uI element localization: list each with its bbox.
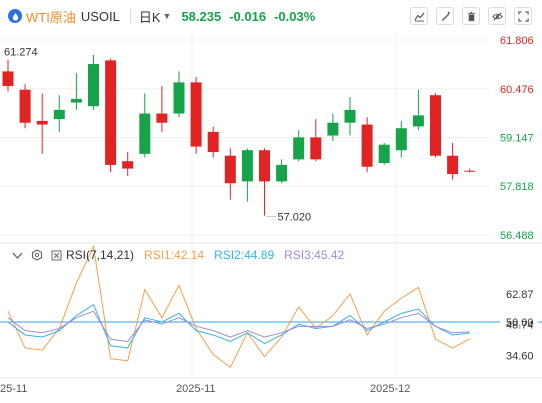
rsi-legend: RSI(7,14,21) RSI1:42.14 RSI2:44.89 RSI3:…	[12, 247, 344, 263]
candle-body[interactable]	[241, 150, 253, 182]
symbol-name[interactable]: WTI原油	[26, 9, 76, 25]
header-divider	[129, 9, 131, 23]
rsi-series-line	[7, 244, 470, 369]
period-selector[interactable]: 日K	[138, 9, 161, 25]
candle-body[interactable]	[276, 164, 288, 182]
candle-body[interactable]	[395, 128, 407, 151]
rsi-tick-label: 62.87	[506, 289, 534, 301]
symbol-code: USOIL	[80, 8, 120, 24]
price-tick-label: 61.806	[500, 35, 534, 47]
draw-line-icon[interactable]	[410, 7, 428, 25]
fullscreen-icon[interactable]	[514, 7, 532, 25]
price-change-pct: -0.03%	[274, 8, 316, 24]
candle-body[interactable]	[88, 64, 99, 107]
oil-drop-icon	[8, 9, 22, 23]
settings-icon[interactable]	[31, 249, 43, 261]
chevron-down-icon[interactable]: ▼	[162, 11, 172, 21]
candle-body[interactable]	[464, 170, 476, 172]
time-tick-label: 2025-12	[370, 383, 410, 395]
last-price: 58.235	[181, 8, 222, 24]
candle-body[interactable]	[207, 131, 219, 153]
rsi-series-line	[7, 303, 470, 349]
candle-body[interactable]	[156, 113, 168, 123]
rsi1-value: RSI1:42.14	[144, 248, 205, 262]
close-icon[interactable]	[51, 250, 62, 261]
candle-body[interactable]	[327, 122, 339, 136]
candle-body[interactable]	[378, 144, 390, 164]
chart-header: WTI原油 USOIL 日K ▼ 58.235 -0.016 -0.03%	[0, 0, 542, 32]
candle-body[interactable]	[105, 60, 117, 165]
price-tick-label: 56.488	[500, 230, 534, 242]
rsi-tick-label: 48.74	[506, 320, 534, 332]
candle-body[interactable]	[173, 82, 185, 114]
candle-body[interactable]	[190, 82, 202, 147]
candle-body[interactable]	[412, 115, 424, 127]
rsi2-value: RSI2:44.89	[214, 248, 275, 262]
time-tick-label: 2025-11	[176, 383, 216, 395]
candle-body[interactable]	[36, 120, 48, 125]
candle-body[interactable]	[53, 109, 65, 120]
candle-body[interactable]	[224, 155, 236, 184]
low-annotation: 57.020	[278, 211, 312, 223]
rsi-series-line	[7, 310, 470, 342]
candle-body[interactable]	[259, 150, 270, 182]
candle-body[interactable]	[70, 98, 82, 103]
candle-body[interactable]	[447, 155, 459, 175]
candle-body[interactable]	[2, 71, 14, 87]
trash-icon[interactable]	[462, 7, 480, 25]
collapse-icon[interactable]	[12, 250, 23, 261]
candle-body[interactable]	[293, 137, 305, 160]
price-tick-label: 57.818	[500, 181, 534, 193]
candle-body[interactable]	[122, 161, 134, 169]
high-annotation: 61.274	[4, 47, 38, 59]
candle-body[interactable]	[139, 113, 151, 154]
brush-icon[interactable]	[436, 7, 454, 25]
rsi-title: RSI(7,14,21)	[66, 248, 135, 262]
eye-off-icon[interactable]	[488, 7, 506, 25]
rsi-ref-tag	[500, 315, 538, 328]
price-tick-label: 59.147	[500, 133, 534, 145]
rsi3-value: RSI3:45.42	[284, 248, 345, 262]
rsi-tick-label: 34.60	[506, 350, 534, 362]
rsi-tick-label: 50.00	[506, 317, 534, 329]
candle-body[interactable]	[310, 137, 322, 160]
candle-body[interactable]	[344, 109, 356, 123]
candle-body[interactable]	[361, 124, 373, 167]
price-tick-label: 60.476	[500, 84, 534, 96]
candle-body[interactable]	[19, 89, 31, 123]
time-tick-label: 25-11	[0, 383, 27, 395]
price-change: -0.016	[229, 8, 267, 24]
candle-body[interactable]	[430, 95, 441, 156]
toolbar	[410, 7, 532, 25]
